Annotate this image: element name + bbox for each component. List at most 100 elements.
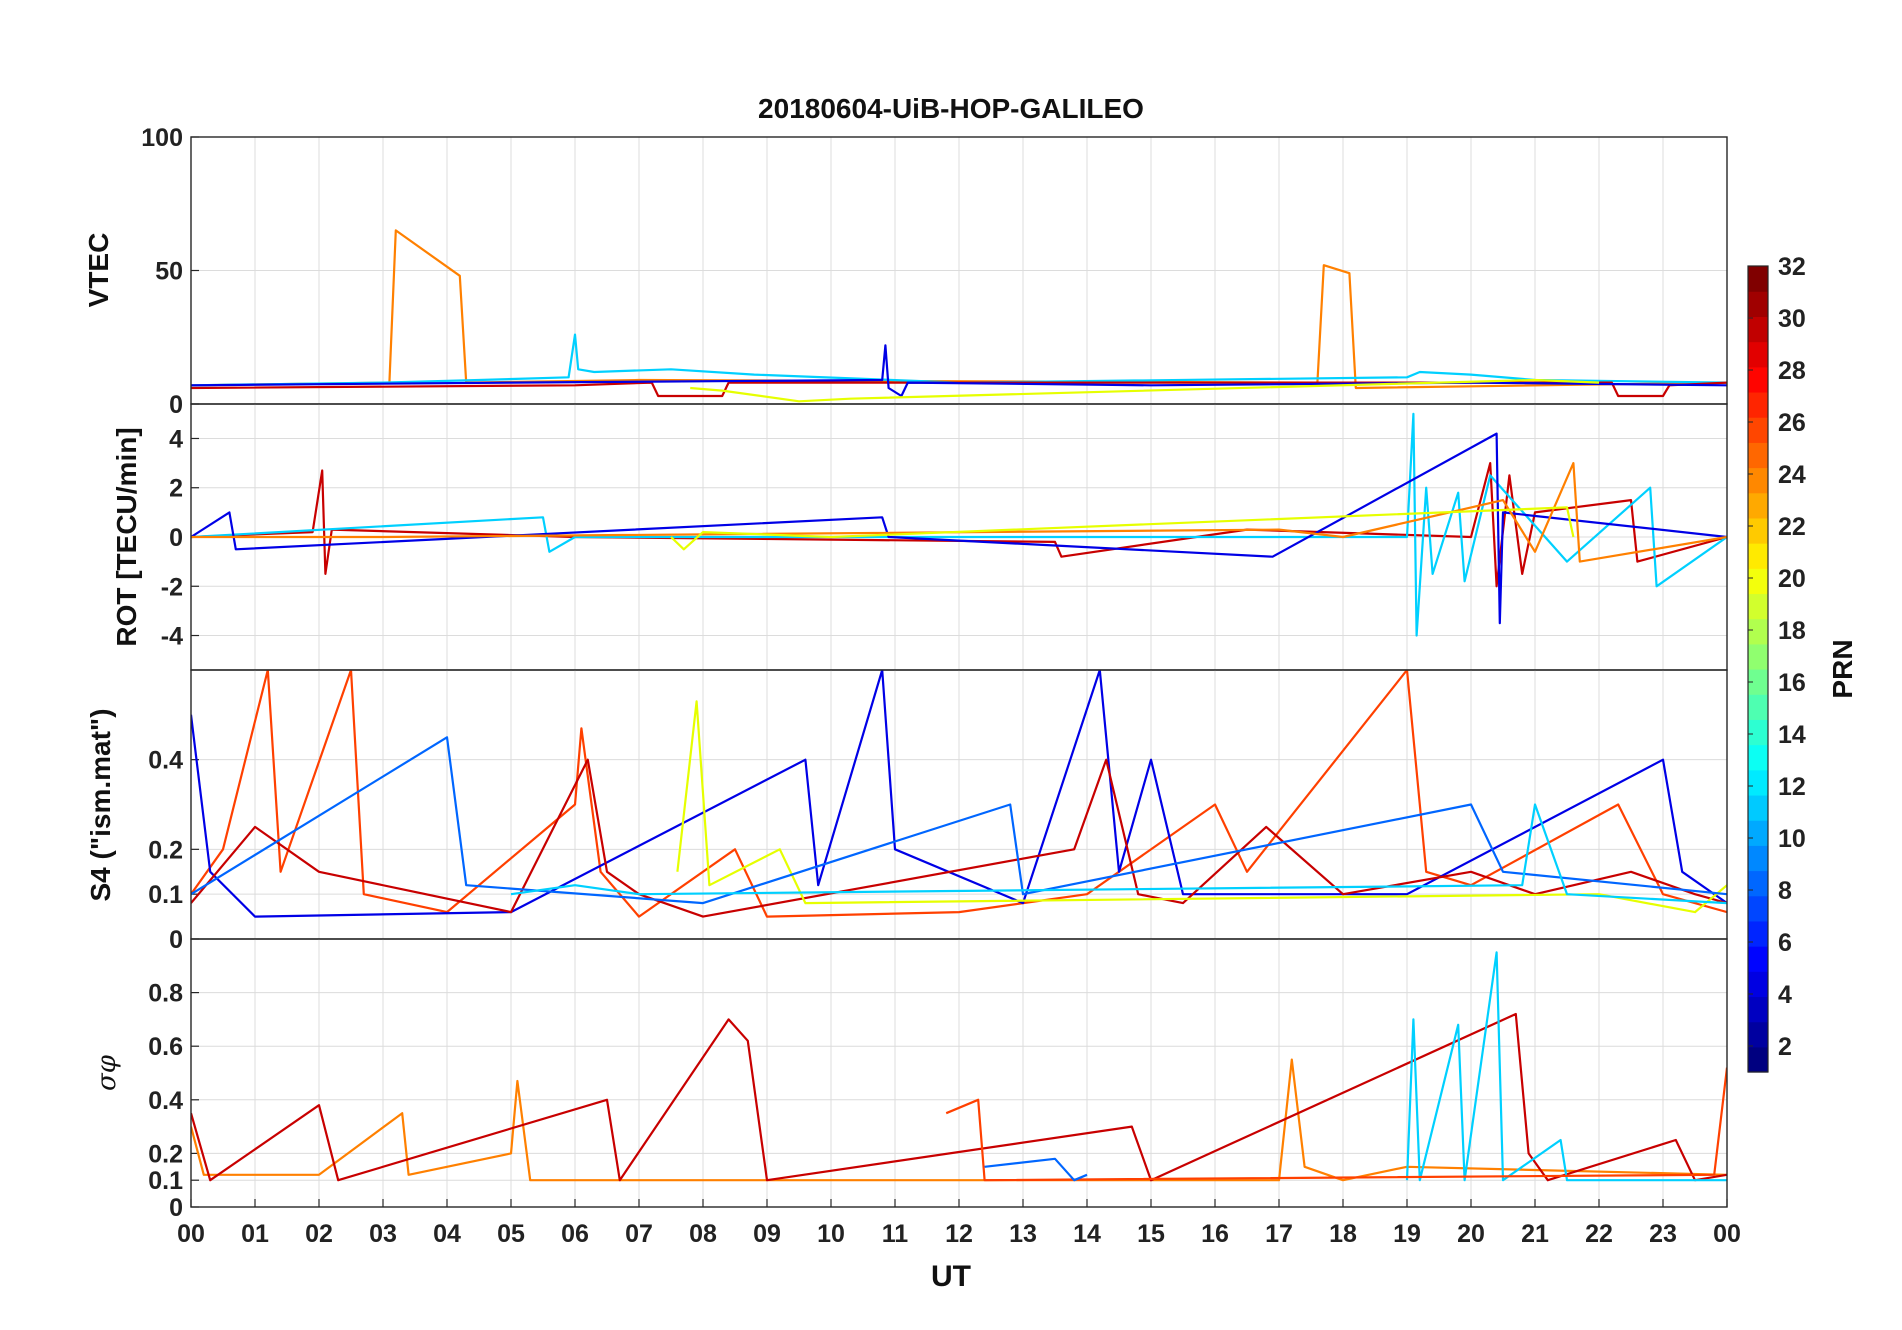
y-tick-label: 50 <box>155 258 183 286</box>
series-line-prn-8 <box>191 736 1727 905</box>
x-tick-label: 09 <box>753 1220 781 1248</box>
x-axis-label: UT <box>931 1260 971 1293</box>
colorbar-tick-label: 28 <box>1778 357 1806 385</box>
y-tick-label: 0.6 <box>148 1033 183 1061</box>
x-tick-label: 07 <box>625 1220 653 1248</box>
colorbar-segment <box>1748 996 1768 1023</box>
colorbar-segment <box>1748 920 1768 947</box>
x-tick-label: 08 <box>689 1220 717 1248</box>
x-tick-label: 10 <box>817 1220 845 1248</box>
y-tick-label: 0 <box>169 926 183 954</box>
y-tick-label: 0.2 <box>148 1140 183 1168</box>
y-tick-label: 0.2 <box>148 836 183 864</box>
x-tick-label: 15 <box>1137 1220 1165 1248</box>
colorbar-segment <box>1748 1046 1768 1073</box>
x-axis: 00 01 02 03 04 05 06 07 08 09 10 11 12 13 14 15 16 17 18 19… <box>177 1199 1741 1248</box>
x-tick-label: 12 <box>945 1220 973 1248</box>
y-tick-label: 0.1 <box>148 881 183 909</box>
colorbar-segment <box>1748 643 1768 670</box>
colorbar-segment <box>1748 769 1768 796</box>
colorbar-tick-label: 32 <box>1778 253 1806 281</box>
colorbar-tick-label: 14 <box>1778 721 1806 749</box>
x-tick-label: 13 <box>1009 1220 1037 1248</box>
colorbar-tick-label: 4 <box>1778 981 1792 1009</box>
colorbar-tick-label: 18 <box>1778 617 1806 645</box>
x-tick-label: 14 <box>1073 1220 1101 1248</box>
y-tick-label: 0 <box>169 524 183 552</box>
colorbar-segment <box>1748 517 1768 544</box>
series-group <box>191 951 1727 1182</box>
colorbar-segment <box>1748 316 1768 343</box>
colorbar-tick-label: 6 <box>1778 929 1792 957</box>
series-line-prn-12 <box>510 803 1727 905</box>
series-line-prn-4 <box>191 344 1727 398</box>
colorbar-segment <box>1748 895 1768 922</box>
x-tick-label: 17 <box>1265 1220 1293 1248</box>
x-tick-label: 18 <box>1329 1220 1357 1248</box>
y-tick-label: -2 <box>161 573 183 601</box>
y-tick-label: 0.1 <box>148 1167 183 1195</box>
x-tick-label: 22 <box>1585 1220 1613 1248</box>
colorbar-segment <box>1748 845 1768 872</box>
colorbar-segment <box>1748 618 1768 645</box>
x-tick-label: 03 <box>369 1220 397 1248</box>
series-group <box>191 412 1727 637</box>
y-axis-label-rot: ROT [TECU/min] <box>111 427 142 646</box>
series-line-prn-24 <box>191 229 1727 390</box>
colorbar-segment <box>1748 366 1768 393</box>
series-line-prn-12 <box>1405 951 1727 1182</box>
colorbar-segment <box>1748 593 1768 620</box>
y-tick-label: 2 <box>169 475 183 503</box>
y-tick-label: 0.4 <box>148 1087 183 1115</box>
y-axis-label-vtec: VTEC <box>83 233 114 308</box>
x-tick-label: 06 <box>561 1220 589 1248</box>
x-tick-label: 02 <box>305 1220 333 1248</box>
colorbar-segment <box>1748 719 1768 746</box>
colorbar-segment <box>1748 467 1768 494</box>
y-tick-label: 4 <box>169 425 183 453</box>
y-tick-label: 100 <box>141 124 183 152</box>
y-axis-label-s4: S4 ("ism.mat") <box>85 708 116 901</box>
colorbar-frame <box>1747 265 1769 1073</box>
colorbar-segment <box>1748 391 1768 418</box>
colorbar-tick-label: 20 <box>1778 565 1806 593</box>
colorbar-tick-label: 16 <box>1778 669 1806 697</box>
chart-title: 20180604-UiB-HOP-GALILEO <box>758 93 1144 124</box>
colorbar-segment <box>1748 946 1768 972</box>
colorbar-segment <box>1748 694 1768 720</box>
colorbar-segment <box>1748 266 1768 292</box>
colorbar-segment <box>1748 291 1768 317</box>
x-tick-label: 20 <box>1457 1220 1485 1248</box>
colorbar-tick-label: 12 <box>1778 773 1806 801</box>
x-tick-label: 11 <box>882 1220 909 1248</box>
colorbar-segment <box>1748 568 1768 595</box>
series-line-prn-4 <box>191 432 1727 625</box>
colorbar-tick-label: 22 <box>1778 513 1806 541</box>
series-line-prn-20 <box>690 378 1600 403</box>
series-line-prn-30 <box>191 381 1727 398</box>
colorbar-segment <box>1748 543 1768 569</box>
colorbar-segment <box>1748 744 1768 771</box>
series-line-prn-30 <box>191 1012 1727 1182</box>
x-tick-label: 04 <box>433 1220 461 1248</box>
x-tick-label: 01 <box>241 1220 269 1248</box>
x-tick-label: 16 <box>1201 1220 1229 1248</box>
x-tick-label: 05 <box>497 1220 525 1248</box>
colorbar-tick-label: 30 <box>1778 305 1806 333</box>
series-line-prn-20 <box>670 506 1575 551</box>
y-tick-label: 0 <box>169 391 183 419</box>
colorbar-segment <box>1748 820 1768 846</box>
x-tick-label: 19 <box>1393 1220 1421 1248</box>
colorbar-segment <box>1748 794 1768 821</box>
y-tick-label: -4 <box>161 623 183 651</box>
series-line-prn-20 <box>676 700 1727 914</box>
colorbar-segment <box>1748 1021 1768 1048</box>
x-tick-label: 00 <box>177 1220 205 1248</box>
colorbar-tick-label: 24 <box>1778 461 1806 489</box>
y-tick-label: 0 <box>169 1194 183 1222</box>
colorbar-tick-label: 10 <box>1778 825 1806 853</box>
colorbar-segment <box>1748 442 1768 469</box>
y-tick-label: 0.4 <box>148 747 183 775</box>
